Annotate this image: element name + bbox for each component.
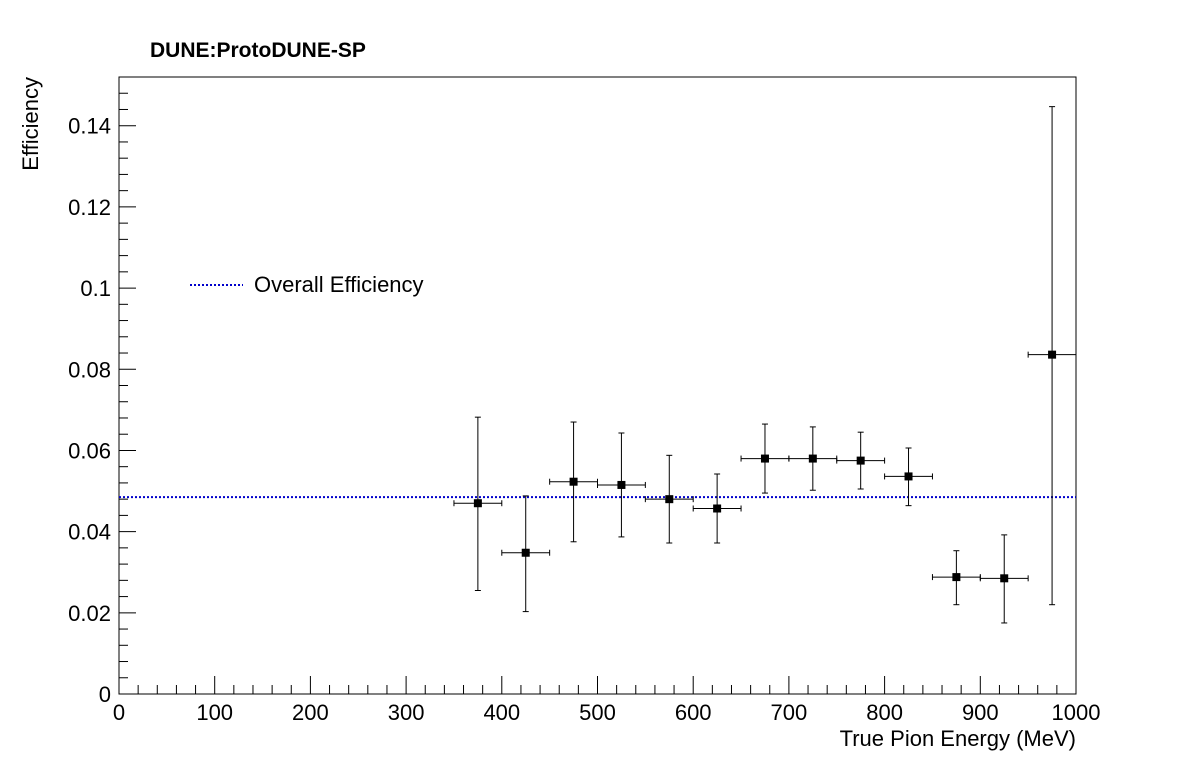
x-tick-label: 0	[113, 700, 125, 725]
y-tick-label: 0	[99, 682, 111, 707]
y-tick-label: 0.08	[68, 357, 111, 382]
data-point	[569, 477, 578, 486]
data-point	[521, 548, 530, 557]
x-tick-label: 700	[771, 700, 808, 725]
x-axis-label: True Pion Energy (MeV)	[840, 726, 1076, 751]
x-tick-label: 400	[483, 700, 520, 725]
x-tick-label: 900	[962, 700, 999, 725]
data-point	[760, 454, 769, 463]
data-point	[617, 480, 626, 489]
x-tick-label: 300	[388, 700, 425, 725]
data-point	[808, 454, 817, 463]
y-tick-label: 0.04	[68, 520, 111, 545]
data-point	[713, 504, 722, 513]
data-point	[904, 472, 913, 481]
x-tick-label: 800	[866, 700, 903, 725]
x-tick-label: 200	[292, 700, 329, 725]
y-axis-label: Efficiency	[18, 77, 43, 171]
data-point	[473, 499, 482, 508]
data-point	[665, 495, 674, 504]
plot-area: 0 100 200 300 400 500 600 700 800 900 1000 0 0.02 0.0…	[68, 76, 1101, 725]
y-tick-label: 0.12	[68, 195, 111, 220]
legend-label: Overall Efficiency	[254, 272, 424, 297]
y-tick-label: 0.1	[80, 276, 111, 301]
data-point	[856, 456, 865, 465]
plot-frame	[118, 76, 1077, 695]
x-tick-label: 100	[196, 700, 233, 725]
x-tick-label: 1000	[1052, 700, 1101, 725]
x-tick-label: 600	[675, 700, 712, 725]
y-tick-label: 0.06	[68, 438, 111, 463]
data-point	[952, 573, 961, 582]
data-point	[1048, 350, 1057, 359]
chart-title: DUNE:ProtoDUNE-SP	[150, 39, 366, 62]
x-tick-label: 500	[579, 700, 616, 725]
data-point	[1000, 574, 1009, 583]
legend: Overall Efficiency	[190, 272, 424, 297]
y-tick-label: 0.14	[68, 114, 111, 139]
y-tick-label: 0.02	[68, 601, 111, 626]
